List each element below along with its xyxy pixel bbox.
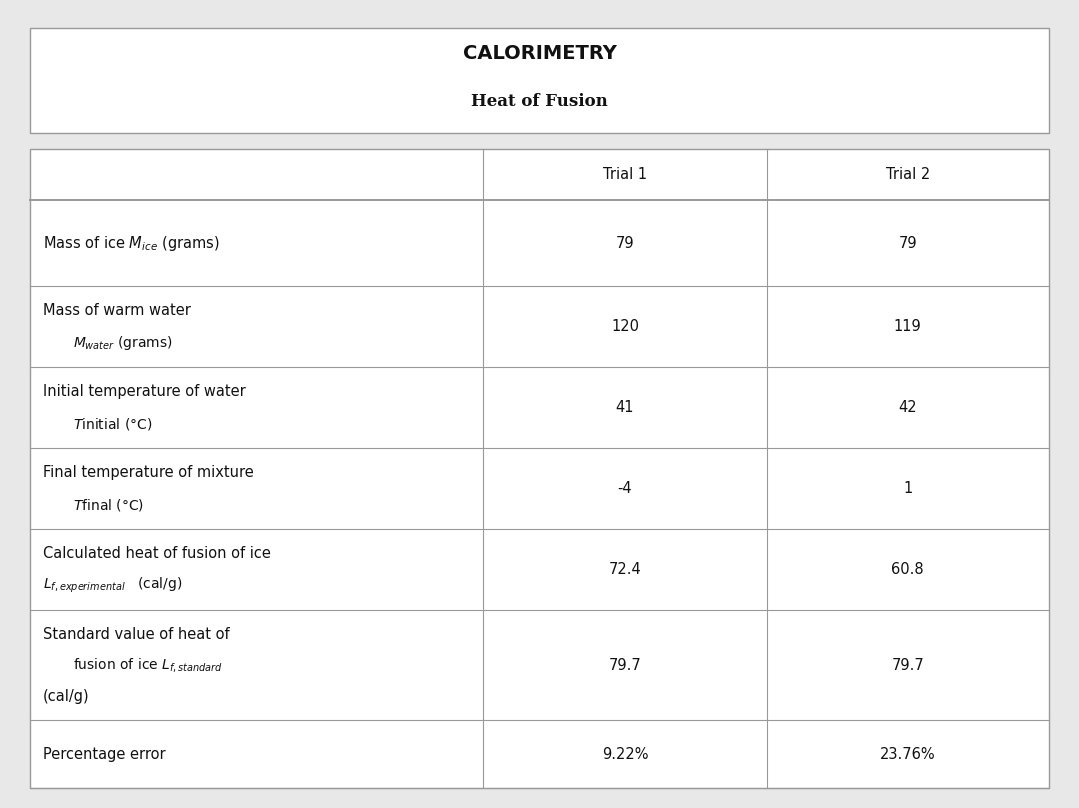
Text: Standard value of heat of: Standard value of heat of (43, 626, 230, 642)
Bar (30, 28, 1049, 133)
Text: 60.8: 60.8 (891, 562, 924, 577)
Text: Percentage error: Percentage error (43, 747, 166, 762)
Bar (30, 149, 1049, 788)
Text: $T$initial (°C): $T$initial (°C) (73, 416, 152, 431)
Text: fusion of ice $L_{f,standard}$: fusion of ice $L_{f,standard}$ (73, 656, 223, 674)
Text: 9.22%: 9.22% (602, 747, 648, 762)
Text: $L_{f,experimental}$   (cal/g): $L_{f,experimental}$ (cal/g) (43, 576, 182, 595)
Text: (cal/g): (cal/g) (43, 688, 90, 704)
Text: -4: -4 (618, 481, 632, 496)
Text: Heat of Fusion: Heat of Fusion (472, 93, 607, 111)
Text: 41: 41 (616, 400, 634, 415)
Text: CALORIMETRY: CALORIMETRY (463, 44, 616, 63)
Text: Initial temperature of water: Initial temperature of water (43, 384, 246, 399)
Text: Mass of warm water: Mass of warm water (43, 303, 191, 318)
Text: 120: 120 (611, 319, 639, 335)
Text: Final temperature of mixture: Final temperature of mixture (43, 465, 254, 480)
Text: 79.7: 79.7 (891, 658, 924, 672)
Bar (30, 149, 1049, 788)
Text: 72.4: 72.4 (609, 562, 641, 577)
Text: Calculated heat of fusion of ice: Calculated heat of fusion of ice (43, 545, 271, 561)
Text: Trial 1: Trial 1 (603, 167, 647, 183)
Text: $T$final (°C): $T$final (°C) (73, 497, 145, 512)
Text: 79: 79 (616, 236, 634, 251)
Text: $M_{water}$ (grams): $M_{water}$ (grams) (73, 334, 174, 352)
Text: Trial 2: Trial 2 (886, 167, 930, 183)
Text: 79: 79 (899, 236, 917, 251)
Text: 42: 42 (899, 400, 917, 415)
Text: Mass of ice $M_{ice}$ (grams): Mass of ice $M_{ice}$ (grams) (43, 234, 220, 253)
Text: 79.7: 79.7 (609, 658, 641, 672)
Text: 119: 119 (893, 319, 921, 335)
Text: 1: 1 (903, 481, 913, 496)
Text: 23.76%: 23.76% (879, 747, 935, 762)
